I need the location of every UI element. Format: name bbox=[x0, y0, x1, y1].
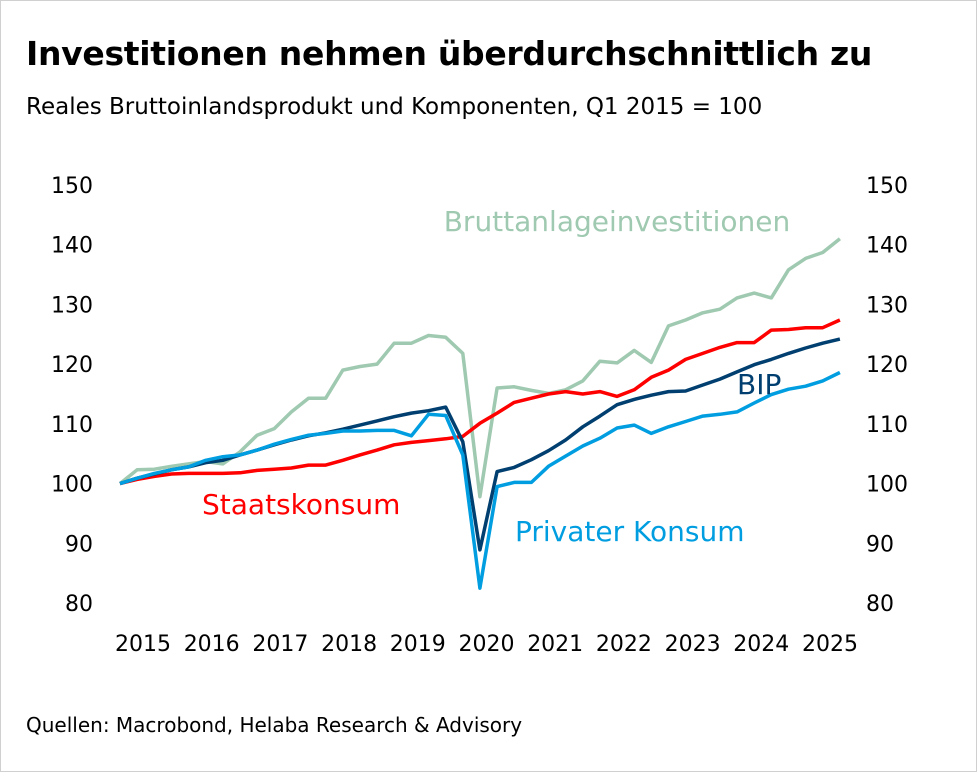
x-tick: 2019 bbox=[390, 632, 446, 657]
y-tick-right: 150 bbox=[866, 174, 908, 199]
y-tick-right: 100 bbox=[866, 473, 908, 498]
x-tick: 2018 bbox=[321, 632, 377, 657]
y-tick-left: 120 bbox=[51, 353, 93, 378]
y-tick-left: 90 bbox=[65, 532, 93, 557]
series-label: Staatskonsum bbox=[202, 488, 400, 521]
y-tick-left: 140 bbox=[51, 234, 93, 259]
x-tick: 2020 bbox=[459, 632, 515, 657]
series-line-privater-konsum bbox=[119, 370, 841, 590]
x-tick: 2021 bbox=[527, 632, 583, 657]
x-tick: 2023 bbox=[665, 632, 721, 657]
y-tick-right: 110 bbox=[866, 413, 908, 438]
chart-title: Investitionen nehmen überdurchschnittlic… bbox=[26, 34, 873, 73]
y-tick-right: 80 bbox=[866, 592, 894, 617]
chart-subtitle: Reales Bruttoinlandsprodukt und Komponen… bbox=[26, 94, 763, 120]
series-label: BIP bbox=[737, 368, 781, 401]
x-tick: 2024 bbox=[733, 632, 789, 657]
x-tick: 2022 bbox=[596, 632, 652, 657]
series-label: Bruttanlageinvestitionen bbox=[444, 205, 791, 238]
y-tick-right: 140 bbox=[866, 234, 908, 259]
y-tick-left: 110 bbox=[51, 413, 93, 438]
x-tick: 2017 bbox=[252, 632, 308, 657]
y-tick-right: 130 bbox=[866, 293, 908, 318]
series-line-bruttanlageinvestitionen bbox=[118, 237, 841, 499]
y-tick-left: 80 bbox=[65, 592, 93, 617]
x-tick: 2016 bbox=[184, 632, 240, 657]
source-note: Quellen: Macrobond, Helaba Research & Ad… bbox=[26, 713, 523, 737]
series-label: Privater Konsum bbox=[515, 515, 744, 548]
series-line-staatskonsum bbox=[119, 318, 841, 486]
y-tick-left: 150 bbox=[51, 174, 93, 199]
y-tick-right: 120 bbox=[866, 353, 908, 378]
y-tick-right: 90 bbox=[866, 532, 894, 557]
x-tick: 2015 bbox=[115, 632, 171, 657]
x-tick: 2025 bbox=[802, 632, 858, 657]
y-tick-left: 130 bbox=[51, 293, 93, 318]
y-tick-left: 100 bbox=[51, 473, 93, 498]
